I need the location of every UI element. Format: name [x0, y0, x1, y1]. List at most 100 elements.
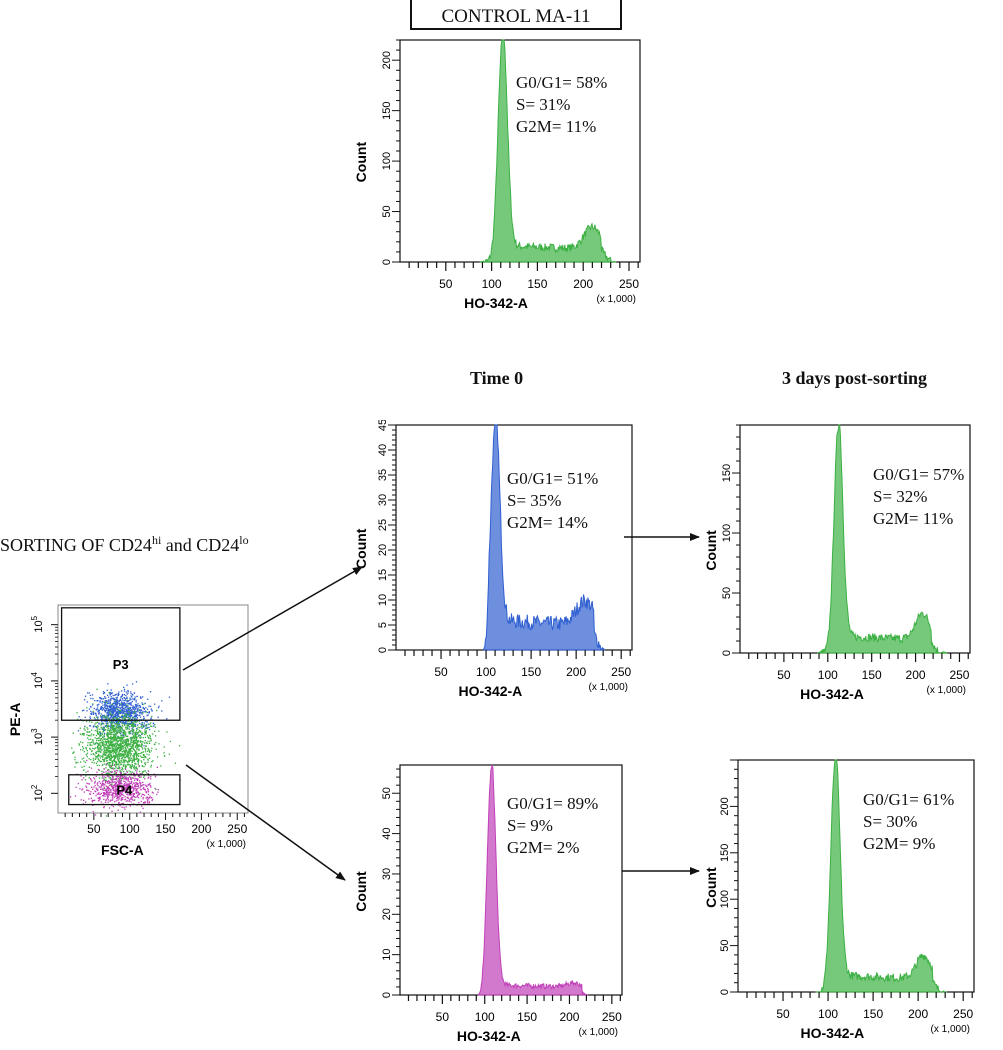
y-tick-label: 200	[719, 797, 731, 815]
y-tick-label: 5	[377, 622, 389, 628]
x-tick-label: 200	[573, 277, 593, 291]
stat-g0g1: G0/G1= 51%	[507, 469, 599, 488]
x-tick-label: 50	[777, 668, 791, 682]
y-tick-base: 10	[33, 733, 45, 745]
x-tick-label: 100	[120, 822, 140, 836]
stat-g2m: G2M= 11%	[516, 117, 597, 136]
y-tick-label: 10	[381, 949, 393, 961]
y-tick-exponent: 4	[30, 672, 39, 677]
y-tick-label: 50	[381, 205, 393, 217]
y-tick-label: 50	[381, 787, 393, 799]
cd24lo-time0-histogram: 50 100 150 200 250 0 10 20 30 40 50 HO-342-A (x 1,00…	[353, 764, 623, 1044]
histogram-area	[817, 424, 948, 654]
y-axis-title: PE-A	[7, 703, 23, 736]
cd24hi-3days-stats: G0/G1= 57% S= 32% G2M= 11%	[873, 464, 964, 530]
stat-g0g1: G0/G1= 58%	[516, 73, 608, 92]
stat-g2m: G2M= 9%	[863, 834, 936, 853]
x-tick-label: 250	[611, 665, 631, 679]
x-axis-unit: (x 1,000)	[597, 294, 636, 305]
x-tick-label: 50	[436, 1010, 450, 1024]
arrow-p4-to-time0	[185, 764, 346, 881]
y-tick-label: 103	[30, 728, 45, 745]
x-axis-title: FSC-A	[101, 842, 144, 858]
x-tick-label: 250	[953, 1007, 973, 1021]
y-axis-title: Count	[703, 867, 719, 908]
x-tick-label: 150	[517, 1010, 537, 1024]
x-tick-label: 100	[475, 1010, 495, 1024]
y-tick-label: 0	[381, 992, 393, 998]
y-tick-base: 10	[33, 677, 45, 689]
y-tick-label: 35	[377, 469, 389, 481]
cd24hi-3days-histogram: 50 100 150 200 250 0 50 100 150 HO-342-A (x 1,000)…	[703, 424, 971, 702]
x-tick-label: 200	[191, 822, 211, 836]
arrow-p3-to-time0	[182, 566, 363, 671]
y-tick-label: 10	[377, 594, 389, 606]
x-tick-label: 250	[949, 668, 969, 682]
x-tick-label: 150	[862, 668, 882, 682]
y-axis-title: Count	[353, 528, 369, 569]
y-tick-label: 50	[721, 587, 733, 599]
sorting-middle: and CD24	[161, 535, 240, 555]
y-tick-exponent: 2	[30, 784, 39, 789]
histogram-area	[482, 424, 605, 651]
y-tick-label: 150	[719, 844, 731, 862]
x-axis-title: HO-342-A	[464, 295, 528, 311]
y-tick-label: 40	[377, 444, 389, 456]
x-tick-label: 50	[87, 822, 101, 836]
x-tick-label: 100	[476, 665, 496, 679]
y-tick-label: 100	[719, 890, 731, 908]
y-tick-label: 20	[377, 544, 389, 556]
stat-g0g1: G0/G1= 61%	[863, 790, 955, 809]
x-tick-label: 150	[527, 277, 547, 291]
stat-s: S= 31%	[516, 95, 571, 114]
gate-p4	[68, 774, 181, 806]
x-axis-title: HO-342-A	[801, 1025, 865, 1041]
y-tick-label: 150	[721, 464, 733, 482]
cd24hi-time0-histogram: 50 100 150 200 250 0 5 10 15 20 25 30 35 40 45 HO-342-A…	[353, 420, 633, 699]
control-stats: G0/G1= 58% S= 31% G2M= 11%	[516, 72, 607, 138]
gate-label-p4: P4	[116, 783, 133, 798]
x-axis-unit: (x 1,000)	[207, 839, 246, 850]
stat-g0g1: G0/G1= 57%	[873, 465, 965, 484]
x-tick-label: 200	[566, 665, 586, 679]
x-tick-label: 250	[227, 822, 247, 836]
x-tick-label: 200	[908, 1007, 928, 1021]
gate-p3	[60, 607, 181, 721]
y-tick-label: 104	[30, 672, 45, 689]
cd24lo-3days-stats: G0/G1= 61% S= 30% G2M= 9%	[863, 789, 954, 855]
x-tick-label: 150	[521, 665, 541, 679]
y-tick-exponent: 3	[30, 728, 39, 733]
x-tick-label: 150	[156, 822, 176, 836]
y-tick-exponent: 5	[30, 615, 39, 620]
stat-g0g1: G0/G1= 89%	[507, 794, 599, 813]
sorting-sup-hi: hi	[151, 533, 162, 547]
y-tick-label: 105	[30, 615, 45, 632]
x-tick-label: 250	[619, 277, 639, 291]
y-axis-title: Count	[703, 530, 719, 571]
x-tick-label: 150	[863, 1007, 883, 1021]
y-axis-title: Count	[353, 871, 369, 912]
x-axis-unit: (x 1,000)	[579, 1027, 618, 1038]
histogram-area	[477, 764, 589, 996]
x-axis-title: HO-342-A	[459, 683, 523, 699]
y-tick-label: 0	[719, 989, 731, 995]
x-tick-label: 250	[602, 1010, 622, 1024]
population-green	[71, 688, 181, 817]
histogram-area	[815, 759, 948, 993]
sorting-prefix: SORTING OF CD24	[0, 535, 152, 555]
plot-frame	[57, 604, 249, 814]
y-tick-base: 10	[33, 620, 45, 632]
y-tick-label: 0	[721, 650, 733, 656]
y-axis-title: Count	[353, 142, 369, 183]
cd24lo-time0-stats: G0/G1= 89% S= 9% G2M= 2%	[507, 793, 598, 859]
y-tick-label: 100	[721, 524, 733, 542]
stat-s: S= 30%	[863, 812, 918, 831]
sorting-sup-lo: lo	[239, 533, 249, 547]
x-tick-label: 100	[482, 277, 502, 291]
stat-s: S= 32%	[873, 487, 928, 506]
x-axis-title: HO-342-A	[800, 686, 864, 702]
y-tick-label: 50	[719, 939, 731, 951]
y-tick-label: 45	[377, 420, 389, 431]
